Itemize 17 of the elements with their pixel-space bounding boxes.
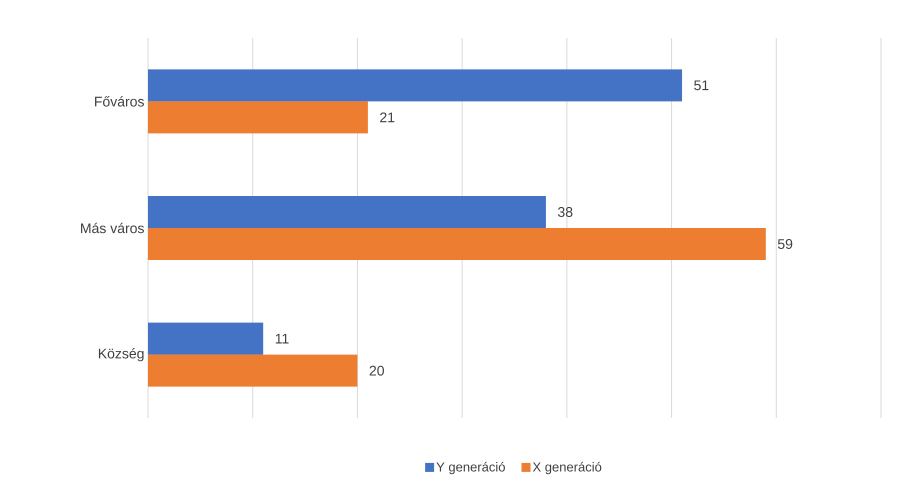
- bar: [148, 69, 682, 102]
- bar: [148, 228, 766, 260]
- data-label: 21: [380, 112, 394, 122]
- bar: [148, 322, 264, 355]
- bar: [148, 196, 546, 228]
- data-label: 11: [276, 334, 289, 344]
- bar: [148, 354, 358, 387]
- data-label: 38: [558, 207, 572, 217]
- y-tick-label: Más város: [81, 222, 144, 234]
- y-tick-label: Főváros: [95, 96, 144, 107]
- legend-label: Y generáció: [436, 462, 505, 474]
- data-label: 20: [370, 366, 384, 376]
- y-tick-label: Község: [98, 348, 144, 362]
- data-label: 59: [778, 239, 792, 249]
- data-label: 51: [694, 80, 708, 90]
- bar: [148, 101, 368, 134]
- legend-label: X generáció: [532, 462, 602, 474]
